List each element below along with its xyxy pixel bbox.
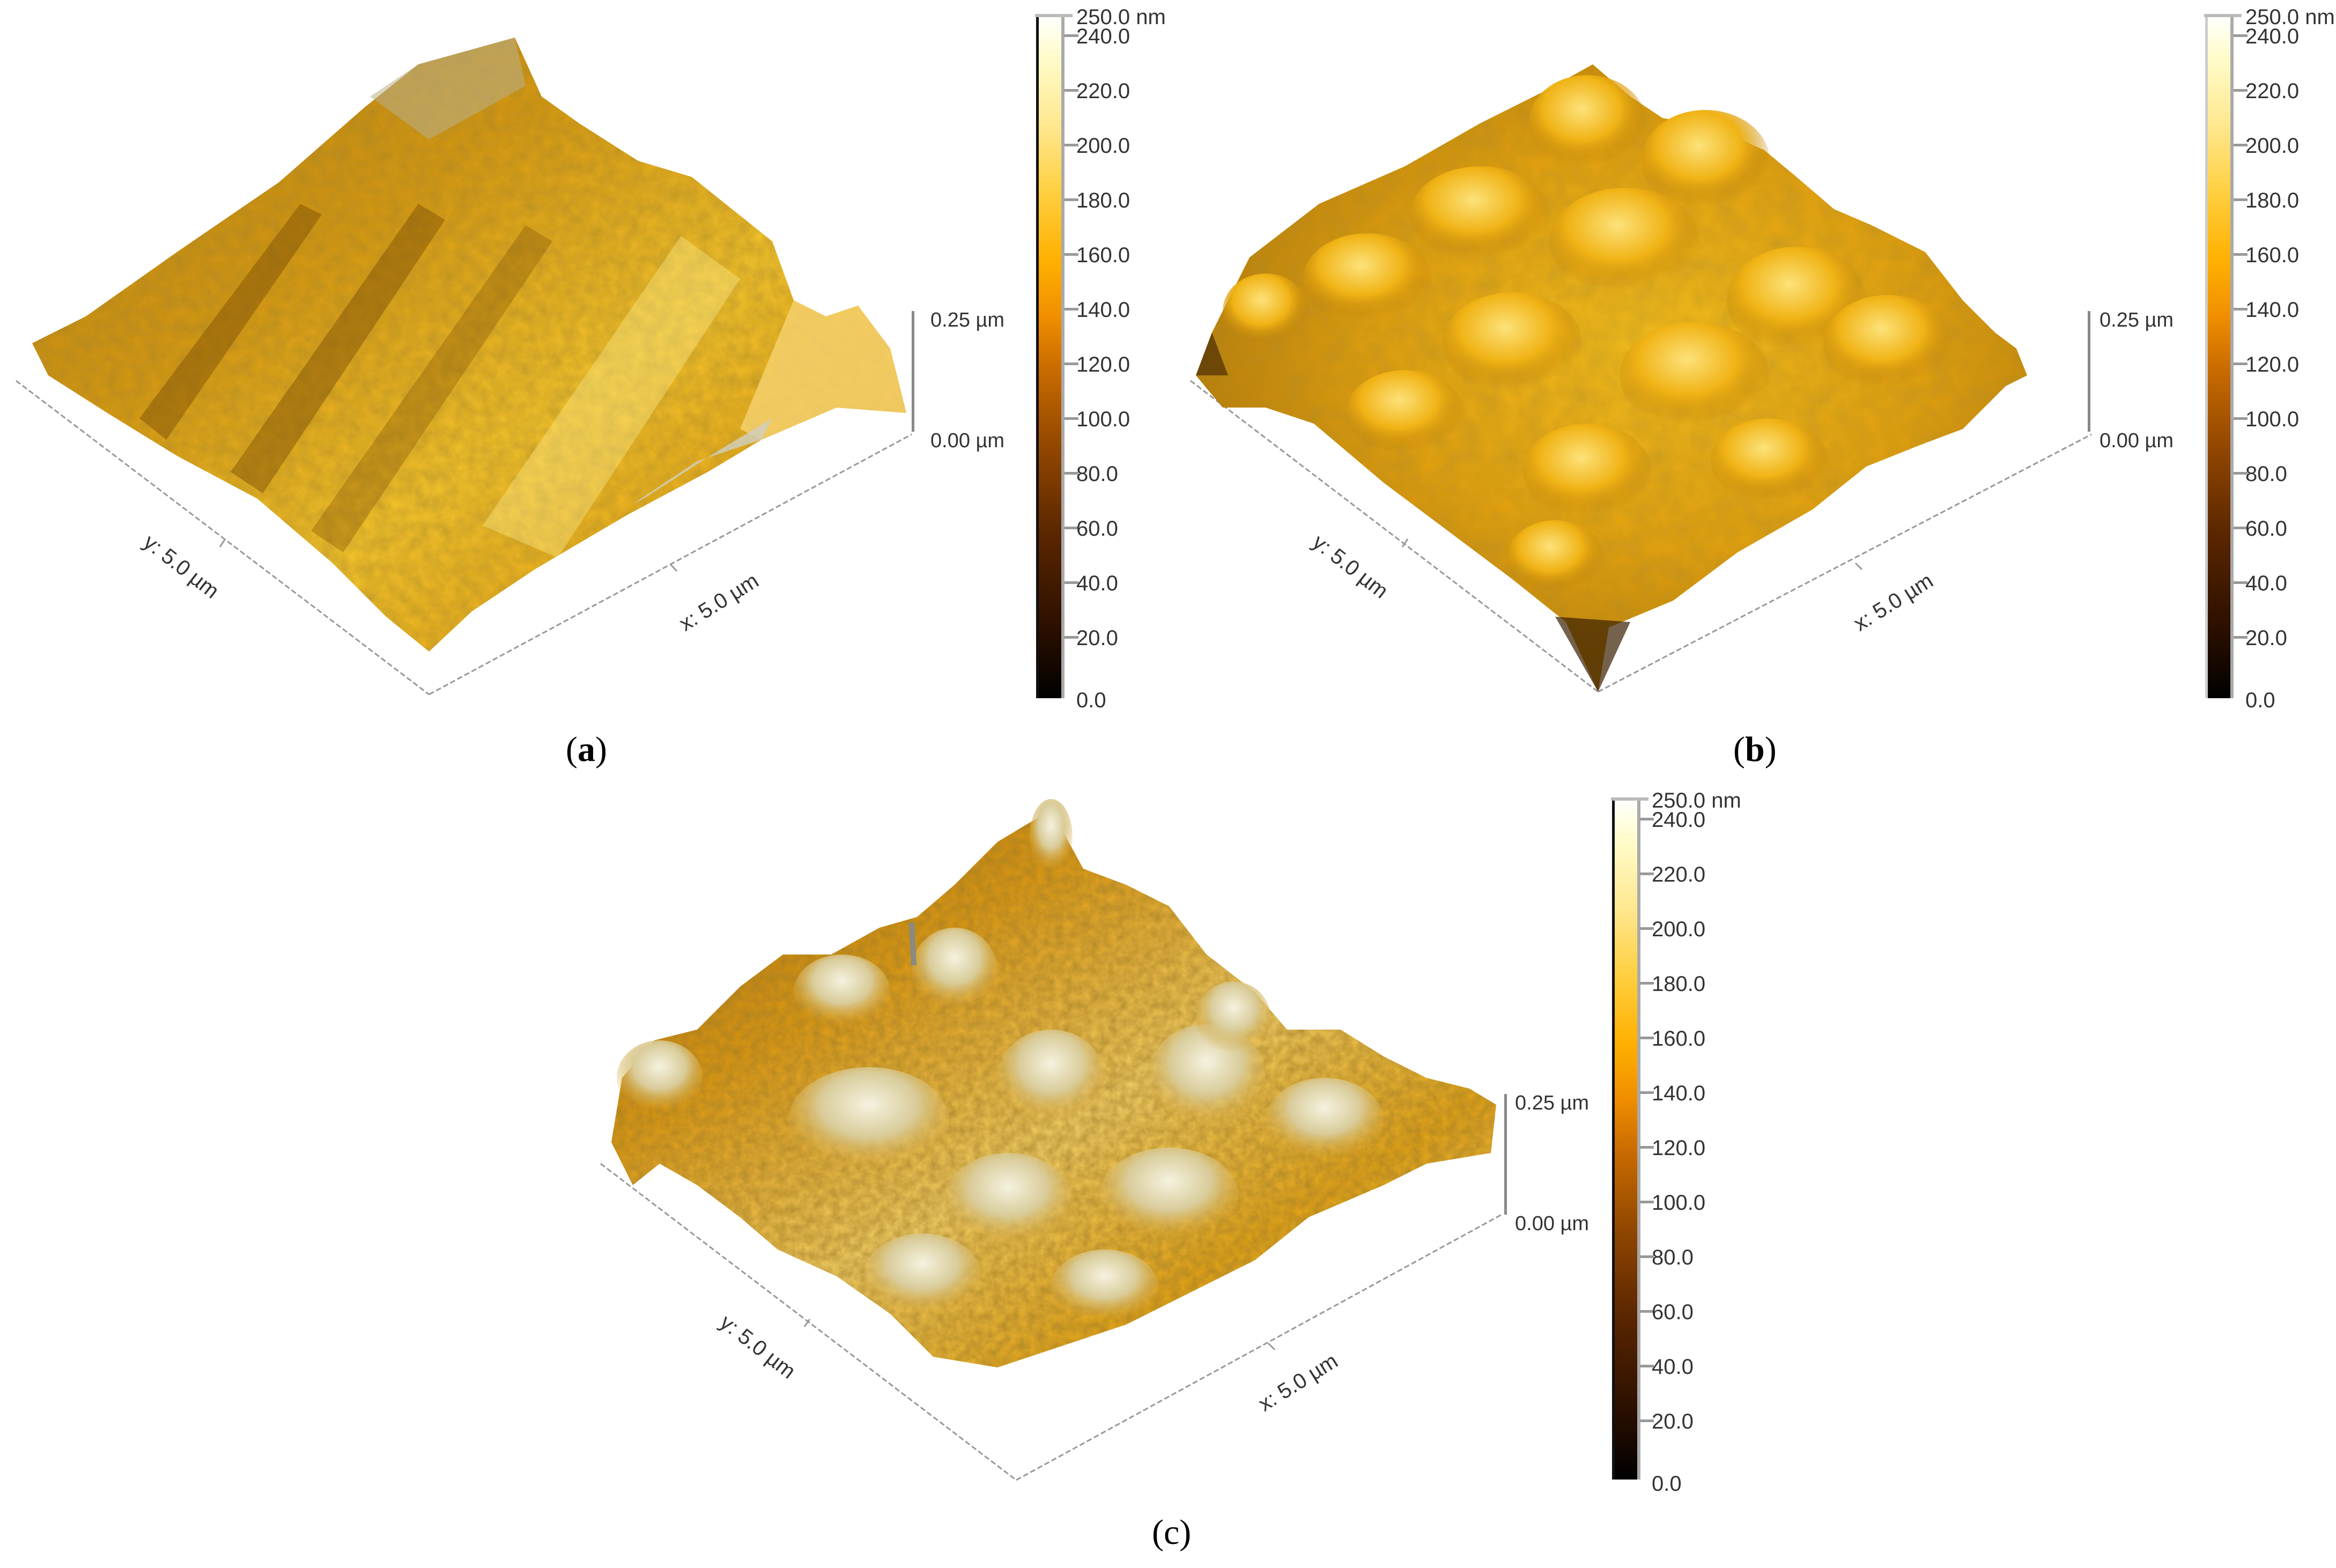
colorbar-b-top-line [2204,14,2242,17]
colorbar-c [1612,798,1640,1480]
z-axis-a [912,311,914,432]
panel-label-a: (a) [566,730,607,769]
z-axis-b [2088,311,2090,432]
afm-surface-b [1190,64,2092,693]
colorbar-c-top-line [1611,797,1648,801]
panel-label-b: (b) [1733,730,1777,769]
panel-a: 0.25 µm 0.00 µm y: 5.0 µm x: 5.0 µm [0,0,1169,778]
colorbar-a [1036,15,1064,698]
panel-b: 0.25 µm 0.00 µm y: 5.0 µm x: 5.0 µm [1180,0,2199,778]
colorbar-b-top-label: 250.0 nm [2245,5,2335,29]
panel-label-c: (c) [1152,1513,1192,1552]
colorbar-b [2205,15,2234,698]
z-axis-c [1504,1094,1507,1215]
z-axis-bottom-label-b: 0.00 µm [2100,430,2174,452]
colorbar-a-top-label: 250.0 nm [1076,5,1166,29]
z-axis-bottom-label-a: 0.00 µm [930,430,1005,452]
z-axis-top-label-c: 0.25 µm [1515,1092,1590,1114]
z-axis-top-label-b: 0.25 µm [2100,309,2174,331]
afm-surface-a [16,38,912,696]
colorbar-c-top-label: 250.0 nm [1652,789,1741,812]
afm-surface-c [600,799,1502,1481]
z-axis-bottom-label-c: 0.00 µm [1515,1212,1590,1235]
z-axis-top-label-a: 0.25 µm [930,309,1005,331]
colorbar-a-top-line [1035,14,1073,17]
panel-c: 0.25 µm 0.00 µm y: 5.0 µm x: 5.0 µm [590,778,1636,1528]
